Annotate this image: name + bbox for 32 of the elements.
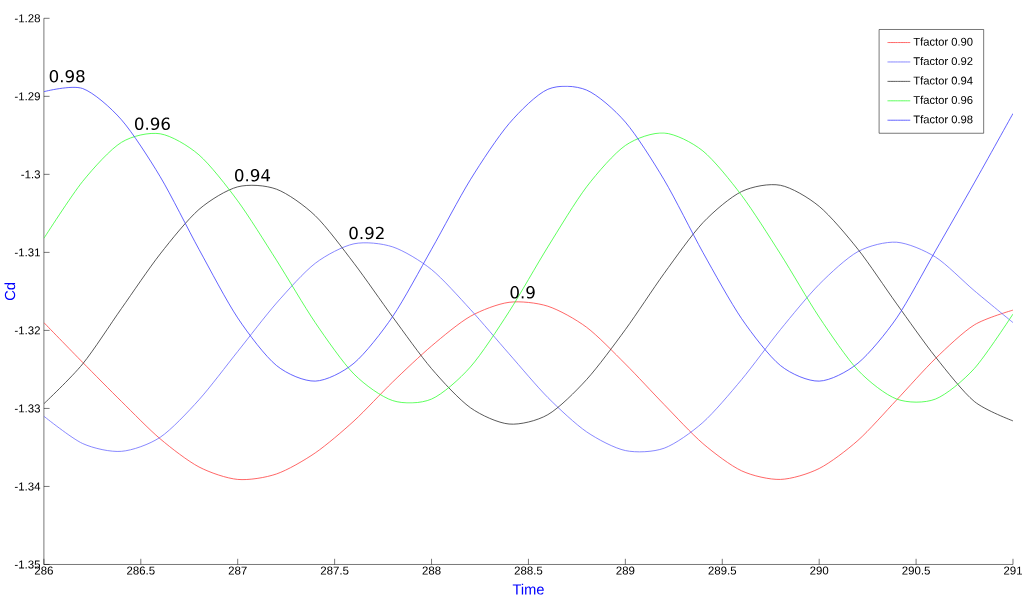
x-tick-label: 290 [810,566,829,575]
annotation: 0.98 [49,69,85,83]
legend-label: Tfactor 0.98 [913,115,973,124]
y-tick-label: -1.33 [14,404,41,413]
y-axis-title: Cd [4,282,16,300]
line-series [43,301,1013,480]
x-tick-label: 287.5 [320,566,349,575]
legend-label: Tfactor 0.96 [913,95,973,104]
x-tick-label: 290.5 [902,566,930,575]
x-axis-title: Time [512,583,544,595]
x-tick-label: 288.5 [514,566,543,575]
legend-label: Tfactor 0.90 [913,37,973,46]
x-tick-label: 288 [422,566,441,575]
line-series [43,184,1013,425]
x-tick-label: 289 [616,566,635,575]
x-tick-label: 287 [228,566,247,575]
y-tick-label: -1.3 [21,170,41,179]
annotation: 0.92 [349,226,384,240]
y-tick-label: -1.31 [14,248,40,257]
legend-label: Tfactor 0.92 [913,56,973,66]
x-tick-label: 289.5 [708,566,737,575]
annotation: 0.96 [135,117,170,131]
y-tick-label: -1.28 [14,14,41,23]
y-tick-label: -1.32 [14,326,40,335]
y-tick-label: -1.29 [14,92,40,101]
y-tick-label: -1.34 [14,482,41,491]
annotation: 0.94 [235,168,271,182]
line-series [43,241,1013,453]
legend-label: Tfactor 0.94 [913,76,973,85]
x-tick-label: 286.5 [127,566,155,575]
x-tick-label: 291 [1004,566,1022,575]
annotation: 0.9 [510,285,535,299]
